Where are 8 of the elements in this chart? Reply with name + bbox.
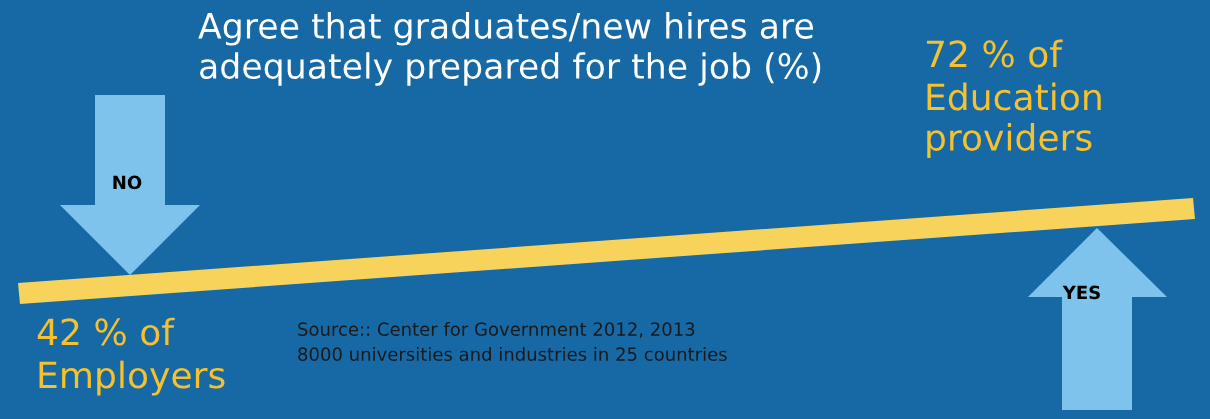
text: Agree that graduates/new hires are adequately prepared for the job (%) xyxy=(198,12,821,86)
text: NO xyxy=(113,175,142,190)
data-label: 42 % of xyxy=(37,317,175,346)
source-note: Source:: Center for Government 2012, 2013 8000 universities and industries in 25 countries xyxy=(298,322,727,361)
category-label: Education providers xyxy=(927,82,1101,158)
data-label: 72 % of xyxy=(926,39,1063,68)
category-label: Employers xyxy=(39,360,225,396)
text: YES xyxy=(1062,285,1100,300)
